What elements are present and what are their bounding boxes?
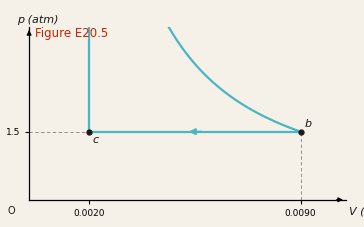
Text: V (m³): V (m³) (349, 206, 364, 216)
Text: O: O (7, 206, 15, 216)
Text: b: b (304, 119, 311, 129)
Text: p (atm): p (atm) (17, 15, 59, 25)
Text: Figure E20.5: Figure E20.5 (35, 27, 109, 40)
Text: c: c (92, 135, 99, 145)
